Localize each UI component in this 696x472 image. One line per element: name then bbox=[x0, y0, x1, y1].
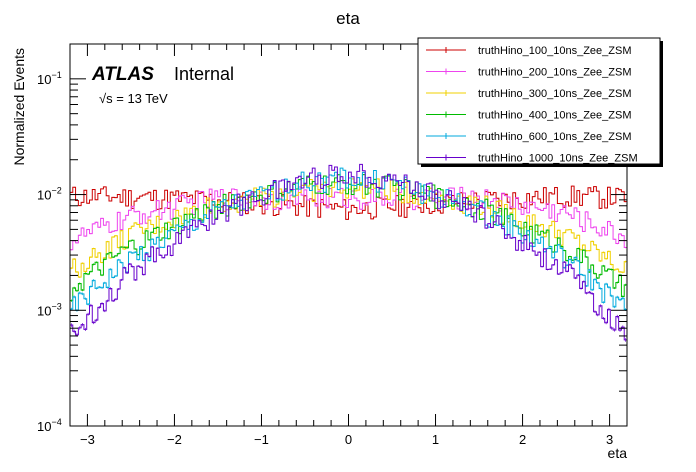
legend-entry: truthHino_200_10ns_Zee_ZSM bbox=[426, 67, 631, 79]
x-tick-label: 2 bbox=[519, 432, 526, 447]
legend-label: truthHino_100_10ns_Zee_ZSM bbox=[478, 45, 631, 57]
x-tick-label: −3 bbox=[80, 432, 95, 447]
series-3-histogram-line bbox=[70, 174, 627, 302]
atlas-experiment-text: ATLAS bbox=[91, 64, 154, 85]
y-tick-label-exponent: −1 bbox=[51, 70, 61, 80]
series-0-histogram-line bbox=[70, 185, 627, 220]
legend: truthHino_100_10ns_Zee_ZSM truthHino_200_… bbox=[417, 37, 663, 167]
y-tick-label-base: 10 bbox=[37, 72, 51, 87]
series-1-histogram-line bbox=[70, 186, 627, 251]
y-tick-label-base: 10 bbox=[37, 419, 51, 434]
energy-value: = 13 TeV bbox=[113, 91, 168, 106]
y-tick-label-exponent: −4 bbox=[51, 417, 61, 427]
atlas-status-text: Internal bbox=[174, 64, 234, 84]
x-tick-label: −1 bbox=[254, 432, 269, 447]
y-tick-label: 10−3 bbox=[37, 301, 62, 318]
legend-box bbox=[417, 37, 661, 165]
legend-label: truthHino_300_10ns_Zee_ZSM bbox=[478, 88, 631, 100]
energy-label: √s = 13 TeV bbox=[99, 91, 168, 106]
series-5 bbox=[70, 163, 627, 342]
x-tick-label: 3 bbox=[606, 432, 613, 447]
y-axis-label: Normalized Events bbox=[11, 48, 27, 166]
legend-entry: truthHino_400_10ns_Zee_ZSM bbox=[426, 110, 631, 122]
x-tick-label: −2 bbox=[167, 432, 182, 447]
series-layer bbox=[70, 163, 627, 342]
chart-title: eta bbox=[336, 9, 360, 28]
y-tick-label-base: 10 bbox=[37, 188, 51, 203]
x-tick-label: 1 bbox=[432, 432, 439, 447]
y-tick-label-exponent: −2 bbox=[51, 186, 61, 196]
legend-entry: truthHino_600_10ns_Zee_ZSM bbox=[426, 131, 631, 143]
y-tick-label: 10−1 bbox=[37, 70, 62, 87]
atlas-label: ATLAS Internal √s = 13 TeV bbox=[91, 64, 234, 106]
legend-label: truthHino_600_10ns_Zee_ZSM bbox=[478, 131, 631, 143]
y-tick-label: 10−4 bbox=[37, 417, 62, 434]
x-axis-label: eta bbox=[608, 445, 628, 461]
legend-label: truthHino_1000_10ns_Zee_ZSM bbox=[478, 153, 638, 165]
y-tick-label: 10−2 bbox=[37, 186, 62, 203]
legend-label: truthHino_400_10ns_Zee_ZSM bbox=[478, 110, 631, 122]
y-tick-label-base: 10 bbox=[37, 303, 51, 318]
legend-entry: truthHino_100_10ns_Zee_ZSM bbox=[426, 45, 631, 57]
x-tick-label: 0 bbox=[345, 432, 352, 447]
legend-entry: truthHino_300_10ns_Zee_ZSM bbox=[426, 88, 631, 100]
y-tick-label-exponent: −3 bbox=[51, 301, 61, 311]
energy-sqrt-s: √s bbox=[99, 91, 113, 106]
series-5-histogram-line bbox=[70, 163, 627, 341]
legend-label: truthHino_200_10ns_Zee_ZSM bbox=[478, 67, 631, 79]
legend-entry: truthHino_1000_10ns_Zee_ZSM bbox=[426, 153, 638, 165]
